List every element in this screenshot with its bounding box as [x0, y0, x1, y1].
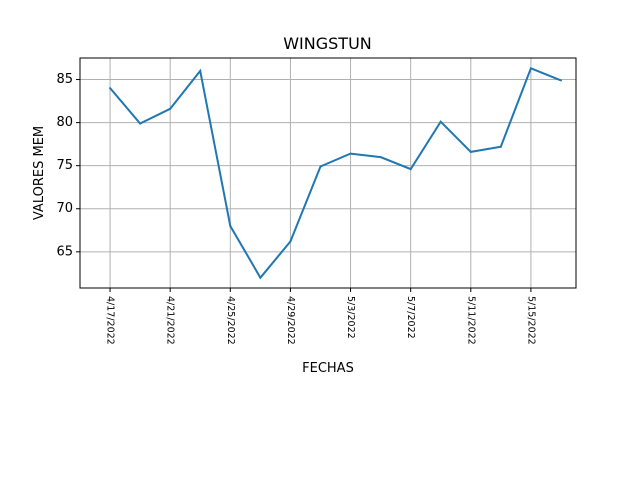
data-points: [109, 67, 562, 279]
data-point: [169, 107, 172, 110]
data-point: [109, 87, 112, 90]
data-point: [559, 79, 562, 82]
y-tick-label: 75: [56, 158, 73, 173]
data-point: [289, 240, 292, 243]
data-point: [229, 224, 232, 227]
data-point: [439, 120, 442, 123]
y-tick-label: 65: [56, 244, 73, 259]
grid: [80, 58, 576, 288]
y-tick-label: 70: [56, 201, 73, 216]
data-point: [319, 165, 322, 168]
x-tick-label: 5/7/2022: [405, 296, 416, 339]
y-axis-label: VALORES MEM: [32, 126, 47, 220]
data-point: [259, 276, 262, 279]
x-tick-label: 4/29/2022: [285, 296, 296, 345]
data-point: [409, 168, 412, 171]
data-point: [499, 145, 502, 148]
x-tick-label: 4/17/2022: [105, 296, 116, 345]
y-tick-label: 85: [56, 72, 73, 87]
ticks: 4/17/2022 4/21/2022 4/25/2022 4/29/2022 5/3/…: [56, 72, 536, 345]
x-tick-label: 5/15/2022: [525, 296, 536, 345]
data-point: [379, 156, 382, 159]
y-tick-label: 80: [56, 115, 73, 130]
data-point: [349, 152, 352, 155]
chart-title: WINGSTUN: [283, 34, 372, 53]
data-point: [199, 69, 202, 72]
data-point: [469, 150, 472, 153]
x-tick-label: 4/21/2022: [165, 296, 176, 345]
data-point: [139, 122, 142, 125]
data-point: [529, 67, 532, 70]
plot-frame: [79, 57, 577, 289]
x-tick-label: 5/3/2022: [345, 296, 356, 339]
x-tick-label: 5/11/2022: [465, 296, 476, 345]
x-tick-label: 4/25/2022: [225, 296, 236, 345]
series-line: [109, 66, 562, 280]
x-axis-label: FECHAS: [302, 361, 354, 376]
